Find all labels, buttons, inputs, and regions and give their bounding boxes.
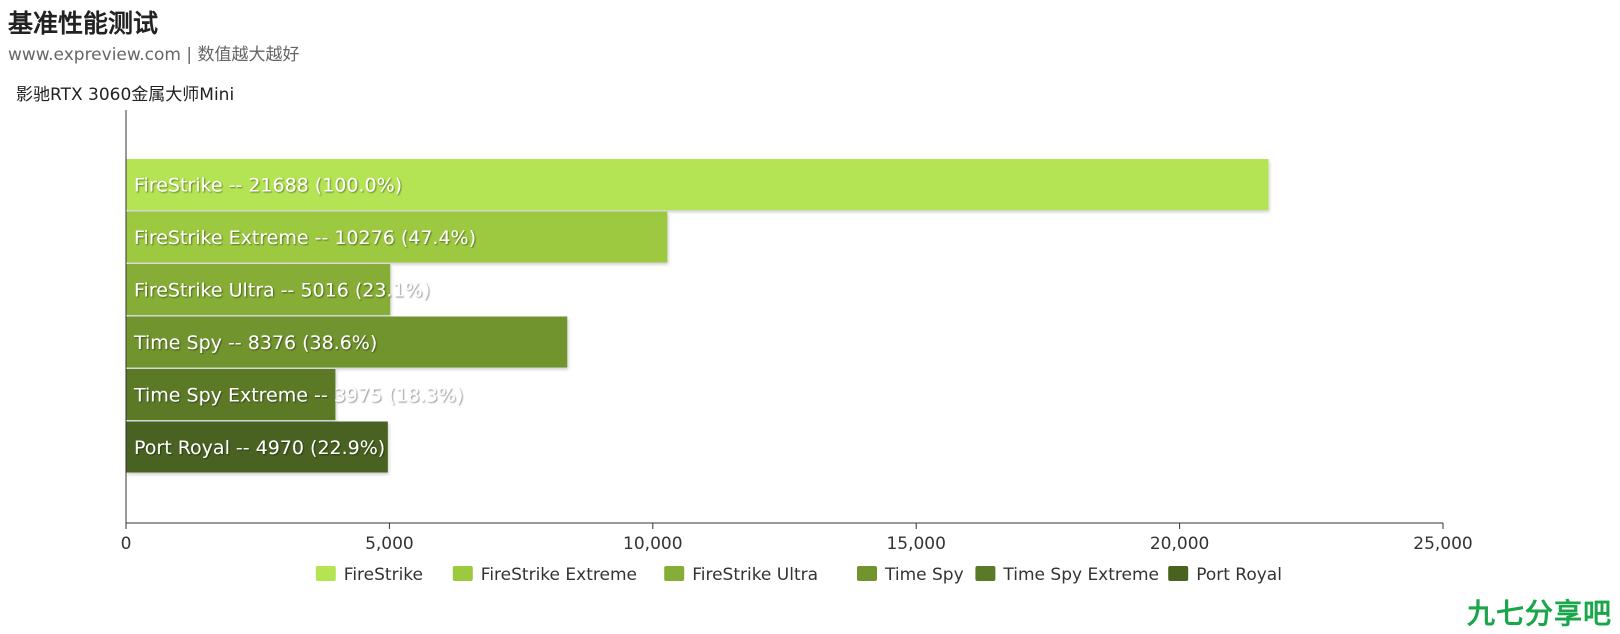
bar-label: Time Spy Extreme -- 3975 (18.3%) [133, 385, 463, 407]
chart-subtitle: www.expreview.com | 数值越大越好 [8, 45, 300, 65]
bar-4 [126, 316, 568, 368]
legend-swatch [664, 566, 685, 581]
bar-label: Time Spy -- 8376 (38.6%) [133, 332, 377, 354]
x-tick-label: 0 [121, 534, 132, 554]
bar-2 [126, 211, 668, 263]
legend-label: Port Royal [1196, 565, 1282, 585]
bar-label: FireStrike Extreme -- 10276 (47.4%) [134, 227, 476, 249]
bar-3 [126, 264, 391, 315]
x-tick-label: 20,000 [1150, 534, 1209, 554]
legend-label: Time Spy Extreme [1002, 565, 1159, 585]
legend-swatch [315, 566, 336, 581]
legend-swatch [857, 566, 877, 581]
bar-1 [126, 159, 1269, 210]
legend-label: FireStrike [344, 565, 423, 585]
bar-label: Port Royal -- 4970 (22.9%) [134, 437, 385, 459]
x-tick-label: 5,000 [365, 534, 414, 554]
bar-6 [126, 421, 388, 473]
watermark-logo: 九七分享吧 [1466, 597, 1612, 630]
legend-label: FireStrike Extreme [481, 565, 637, 585]
legend-swatch [975, 566, 996, 581]
bar-label: FireStrike Ultra -- 5016 (23.1%) [134, 280, 430, 302]
legend-label: FireStrike Ultra [692, 565, 818, 585]
chart-title: 基准性能测试 [8, 9, 159, 38]
x-tick-label: 10,000 [623, 534, 682, 554]
legend-swatch [1168, 566, 1189, 581]
bar-5 [126, 369, 336, 420]
x-tick-label: 25,000 [1413, 534, 1472, 554]
bar-label: FireStrike -- 21688 (100.0%) [134, 175, 402, 197]
legend-swatch [452, 566, 473, 581]
legend-label: Time Spy [884, 565, 964, 585]
x-tick-label: 15,000 [886, 534, 945, 554]
series-label: 影驰RTX 3060金属大师Mini [16, 85, 235, 105]
